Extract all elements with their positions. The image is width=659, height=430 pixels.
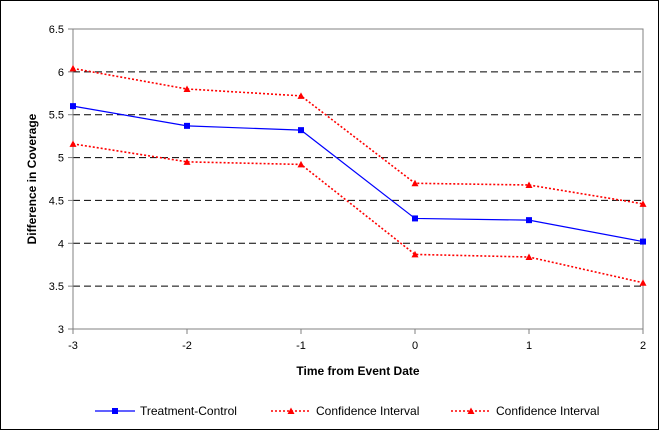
y-tick-label: 3 bbox=[58, 324, 64, 336]
legend-label: Confidence Interval bbox=[316, 404, 419, 418]
data-point bbox=[411, 179, 419, 187]
legend-label: Treatment-Control bbox=[140, 404, 237, 418]
plot-area bbox=[72, 28, 644, 330]
y-tick-label: 5 bbox=[58, 153, 64, 165]
y-tick-label: 6.5 bbox=[49, 24, 64, 36]
data-point bbox=[467, 407, 475, 414]
y-tick-label: 4 bbox=[58, 238, 64, 250]
legend-item: Confidence Interval bbox=[271, 404, 419, 418]
data-point bbox=[287, 407, 295, 414]
series-3 bbox=[69, 140, 647, 286]
data-point bbox=[525, 253, 533, 260]
y-tick-label: 4.5 bbox=[49, 195, 64, 207]
y-tick-label: 6 bbox=[58, 67, 64, 79]
series-2 bbox=[69, 64, 647, 207]
data-point bbox=[70, 103, 76, 110]
y-tick-label: 5.5 bbox=[49, 110, 64, 122]
x-tick-label: 1 bbox=[526, 340, 532, 352]
x-tick-label: -2 bbox=[182, 340, 192, 352]
x-axis-title: Time from Event Date bbox=[296, 364, 419, 378]
gridlines bbox=[73, 71, 643, 287]
legend: Treatment-Control Confidence Interval Conf… bbox=[95, 404, 599, 418]
x-tick-label: 0 bbox=[412, 340, 418, 352]
y-axis-ticks: 3 3.5 4 4.5 5 5.5 6 6.5 bbox=[49, 24, 73, 336]
data-point bbox=[297, 92, 305, 99]
data-point bbox=[639, 200, 647, 207]
legend-item: Treatment-Control bbox=[95, 404, 237, 418]
data-point bbox=[184, 122, 190, 129]
data-point bbox=[525, 181, 533, 188]
series-line bbox=[72, 105, 644, 243]
data-point bbox=[112, 408, 118, 414]
data-point bbox=[183, 85, 191, 92]
data-point bbox=[69, 140, 77, 147]
data-point bbox=[183, 158, 191, 165]
y-tick-label: 3.5 bbox=[49, 281, 64, 293]
legend-label: Confidence Interval bbox=[496, 404, 599, 418]
x-tick-label: -3 bbox=[68, 340, 78, 352]
data-point bbox=[411, 250, 419, 258]
data-point bbox=[298, 127, 304, 134]
x-axis-ticks: -3 -2 -1 0 1 2 bbox=[68, 329, 646, 352]
series-1 bbox=[70, 103, 646, 245]
series-line bbox=[72, 143, 644, 284]
data-point bbox=[639, 279, 647, 286]
legend-item: Confidence Interval bbox=[451, 404, 599, 418]
data-point bbox=[412, 215, 418, 222]
data-point bbox=[526, 217, 532, 224]
y-axis-title: Difference in Coverage bbox=[25, 113, 39, 244]
data-point bbox=[640, 238, 646, 245]
series-layer bbox=[69, 64, 647, 286]
data-point bbox=[297, 160, 305, 168]
x-tick-label: 2 bbox=[640, 340, 646, 352]
series-line bbox=[72, 67, 644, 205]
x-tick-label: -1 bbox=[296, 340, 306, 352]
data-point bbox=[69, 64, 77, 72]
